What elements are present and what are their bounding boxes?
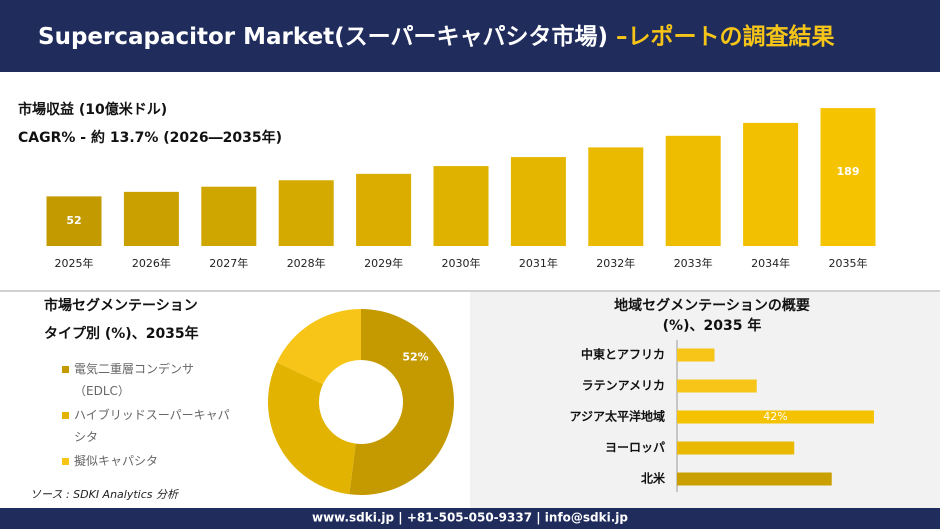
x-tick-label: 2029年 <box>364 256 403 270</box>
title-main: Supercapacitor Market(スーパーキャパシタ市場) <box>38 23 608 50</box>
x-tick-label: 2025年 <box>55 256 94 270</box>
bar <box>201 186 257 246</box>
bar <box>356 173 412 246</box>
legend-swatch <box>62 412 69 419</box>
value-label: 52% <box>402 350 428 363</box>
legend-swatch <box>62 458 69 465</box>
footer-text: www.sdki.jp | +81-505-050-9337 | info@sd… <box>312 511 628 525</box>
bar <box>433 166 489 246</box>
donut-title: 市場セグメンテーション <box>44 297 198 314</box>
x-tick-label: 2034年 <box>751 256 790 270</box>
bar-title: 市場収益 (10億米ドル) <box>18 101 167 118</box>
value-label: 189 <box>837 165 860 178</box>
y-tick-label: 北米 <box>641 471 666 486</box>
source: ソース : SDKI Analytics 分析 <box>30 488 180 501</box>
bar <box>677 348 715 362</box>
legend-label: 擬似キャパシタ <box>74 454 159 468</box>
footer-band <box>0 508 940 529</box>
y-tick-label: 中東とアフリカ <box>581 347 665 362</box>
donut-legend: 電気二重層コンデンサ（EDLC） ハイブリッドスーパーキャパシタ擬似キャパシタ <box>62 358 230 474</box>
x-tick-label: 2035年 <box>829 256 868 270</box>
bar <box>588 147 644 246</box>
x-tick-label: 2031年 <box>519 256 558 270</box>
bar <box>677 472 832 486</box>
legend-item: 電気二重層コンデンサ（EDLC） <box>62 358 230 402</box>
donut-slice <box>276 309 361 385</box>
legend-item: ハイブリッドスーパーキャパシタ <box>62 404 230 448</box>
y-tick-label: アジア太平洋地域 <box>569 409 665 424</box>
right-panel <box>470 292 940 508</box>
bar <box>743 122 799 246</box>
bar <box>820 108 876 246</box>
barh-title: 地域セグメンテーションの概要 (%)、2035 年 <box>614 298 810 334</box>
value-label: 52 <box>66 214 81 227</box>
x-tick-label: 2027年 <box>209 256 248 270</box>
bar <box>677 379 757 393</box>
bar <box>677 441 795 455</box>
x-tick-label: 2028年 <box>287 256 326 270</box>
legend-label: ハイブリッドスーパーキャパシタ <box>74 408 230 444</box>
bar-subtitle: CAGR% - 約 13.7% (2026―2035年) <box>18 129 282 146</box>
title-suffix: –レポートの調査結果 <box>608 23 835 50</box>
bar <box>278 180 334 246</box>
bar <box>123 191 179 246</box>
donut-slice <box>268 362 356 495</box>
donut-subtitle: タイプ別 (%)、2035年 <box>44 325 199 342</box>
x-tick-label: 2030年 <box>442 256 481 270</box>
x-tick-label: 2033年 <box>674 256 713 270</box>
bar <box>46 196 102 246</box>
legend-label: 電気二重層コンデンサ（EDLC） <box>74 362 195 398</box>
legend-item: 擬似キャパシタ <box>62 450 230 472</box>
bar <box>677 410 874 424</box>
bar <box>665 135 721 246</box>
header-band <box>0 0 940 72</box>
y-tick-label: ヨーロッパ <box>605 441 665 455</box>
bar <box>510 157 566 246</box>
legend-swatch <box>62 366 69 373</box>
donut-slice <box>349 309 454 495</box>
x-tick-label: 2032年 <box>596 256 635 270</box>
x-tick-label: 2026年 <box>132 256 171 270</box>
value-label: 42% <box>763 410 787 423</box>
y-tick-label: ラテンアメリカ <box>582 379 665 393</box>
header-title: Supercapacitor Market(スーパーキャパシタ市場) –レポート… <box>38 23 834 50</box>
